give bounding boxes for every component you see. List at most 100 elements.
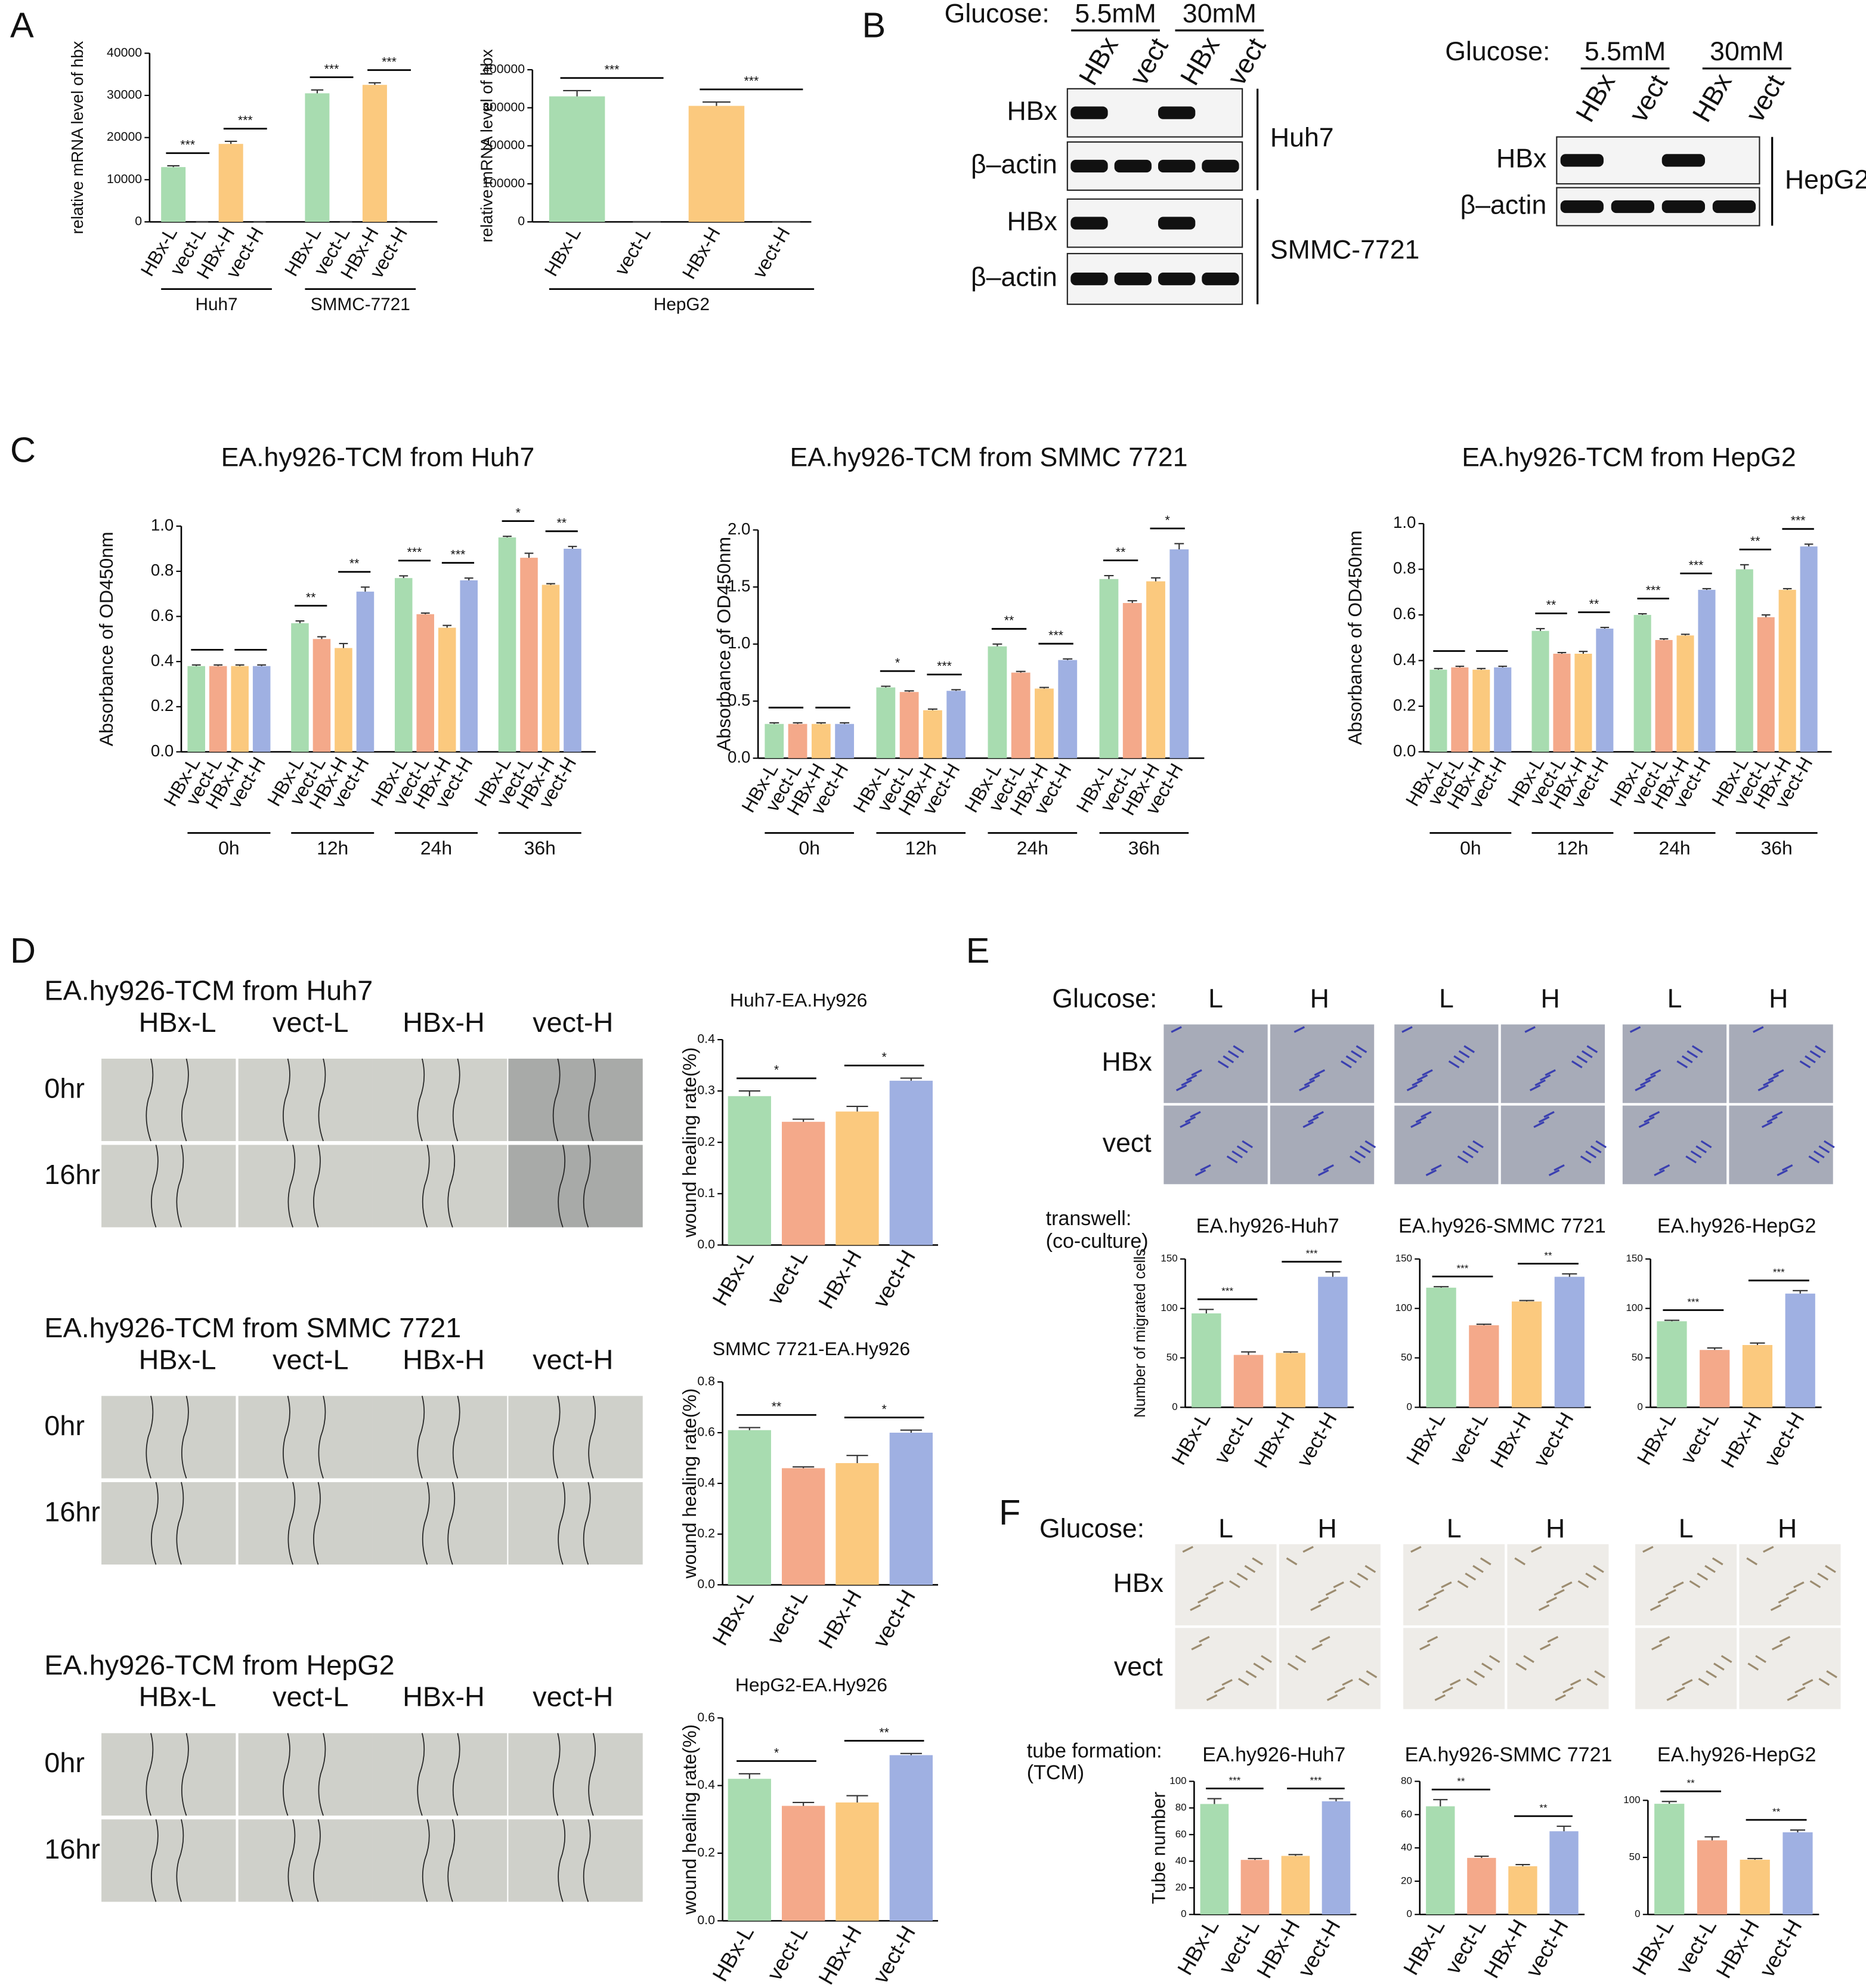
bar <box>1654 1804 1685 1915</box>
y-tick-label: 0 <box>1407 1401 1412 1412</box>
microscopy-image <box>238 1058 373 1142</box>
x-tick-label: HBx-H <box>813 1245 867 1313</box>
error-bar <box>900 1077 922 1081</box>
error-bar <box>1750 1342 1765 1346</box>
y-tick-label: 100 <box>1623 1794 1640 1805</box>
wound-edge <box>588 1058 596 1142</box>
error-bar <box>1283 1351 1298 1353</box>
glucose-label: Glucose: <box>1039 1514 1144 1543</box>
panel-letter: F <box>999 1492 1020 1532</box>
bar <box>520 558 538 752</box>
error-bar <box>1562 1273 1577 1277</box>
y-tick-label: 30000 <box>107 88 142 102</box>
group-label: 0h <box>799 837 819 859</box>
x-tick-label: vect-H <box>1293 1409 1342 1471</box>
y-tick-label: 0.8 <box>151 561 174 579</box>
cell-shape <box>1457 1580 1469 1588</box>
bar <box>209 666 227 752</box>
error-bar <box>1702 588 1712 590</box>
cell-shape <box>1214 1686 1226 1694</box>
significance-label: * <box>882 1050 887 1064</box>
x-tick-label: HBx-L <box>540 223 585 280</box>
error-bar <box>900 1429 922 1433</box>
cell-shape <box>1645 1074 1656 1081</box>
group-label: 36h <box>1128 837 1160 859</box>
error-bar <box>1199 1309 1214 1313</box>
cell-shape <box>1415 1116 1427 1123</box>
microscopy-image <box>1163 1105 1268 1185</box>
chart-title: EA.hy926-HepG2 <box>1657 1743 1817 1766</box>
microscopy-image <box>1729 1105 1833 1185</box>
condition-label: 5.5mM <box>1075 0 1156 28</box>
y-tick-label: 0.4 <box>697 1777 715 1792</box>
blot-band <box>1661 154 1706 167</box>
cell-shape <box>1562 1686 1574 1694</box>
significance-label: ** <box>1544 1250 1552 1261</box>
cell-shape <box>1585 1150 1597 1159</box>
cell-shape <box>1212 1581 1224 1588</box>
wound-edge <box>283 1733 290 1816</box>
microscopy-image <box>1279 1544 1381 1626</box>
cell-shape <box>1190 1111 1201 1118</box>
lane-label: vect <box>1124 33 1174 90</box>
cell-shape <box>1595 1140 1607 1149</box>
bar <box>1099 579 1119 759</box>
error-bar <box>442 624 452 628</box>
bar <box>988 646 1007 759</box>
bar <box>1698 589 1716 752</box>
error-bar <box>1248 1857 1262 1860</box>
error-bar <box>1519 1300 1534 1302</box>
cell-shape <box>1697 1572 1709 1581</box>
y-tick-label: 100 <box>1395 1302 1412 1313</box>
cell-shape <box>1761 1121 1773 1129</box>
cell-shape <box>1448 1060 1460 1069</box>
error-bar <box>769 722 779 724</box>
y-tick-label: 0.0 <box>151 741 174 760</box>
cell-shape <box>1654 1169 1665 1176</box>
bar <box>564 548 581 752</box>
section-title: EA.hy926-TCM from HepG2 <box>44 1650 394 1681</box>
cell-shape <box>1650 1069 1661 1076</box>
cell-shape <box>1543 1111 1555 1118</box>
x-tick-label: HBx-L <box>707 1921 759 1985</box>
cell-label: SMMC-7721 <box>1270 236 1419 265</box>
y-tick-label: 60 <box>1401 1808 1412 1820</box>
error-bar <box>1455 665 1465 667</box>
significance-label: * <box>1165 513 1170 527</box>
cell-shape <box>1311 1643 1323 1650</box>
y-tick-label: 150 <box>1395 1253 1412 1264</box>
cell-shape <box>1181 1079 1192 1086</box>
group-label: SMMC-7721 <box>311 295 410 314</box>
column-label: HBx-L <box>139 1681 216 1712</box>
error-bar <box>1104 574 1114 579</box>
microscopy-image <box>372 1819 507 1902</box>
y-tick-label: 0.6 <box>151 606 174 624</box>
row-label: β–actin <box>1460 190 1547 219</box>
column-label: vect-H <box>533 1344 613 1375</box>
cell-shape <box>1314 1069 1326 1076</box>
bar <box>438 627 456 752</box>
cell-shape <box>1577 1580 1589 1588</box>
bar <box>889 1755 933 1921</box>
cell-shape <box>1442 1686 1453 1694</box>
microscopy-image <box>1622 1024 1727 1103</box>
cell-shape <box>1171 1026 1182 1033</box>
row-label: β–actin <box>971 262 1057 292</box>
error-bar <box>1151 577 1161 582</box>
group-label: HepG2 <box>654 295 710 314</box>
wound-edge <box>146 1058 154 1142</box>
note-label: transwell: <box>1046 1207 1132 1230</box>
significance-label: ** <box>1539 1803 1548 1814</box>
wound-edge <box>318 1058 326 1142</box>
cell-shape <box>1746 1557 1758 1566</box>
y-tick-label: 50 <box>1401 1352 1412 1363</box>
lane-label: HBx <box>1175 32 1226 91</box>
y-tick-label: 0.4 <box>151 651 174 669</box>
error-bar <box>1681 633 1690 636</box>
cell-shape <box>1712 1557 1723 1566</box>
cell-shape <box>1307 1116 1319 1123</box>
y-tick-label: 40 <box>1401 1842 1412 1853</box>
cell-shape <box>1815 1045 1826 1053</box>
panel-letter: E <box>966 930 990 970</box>
